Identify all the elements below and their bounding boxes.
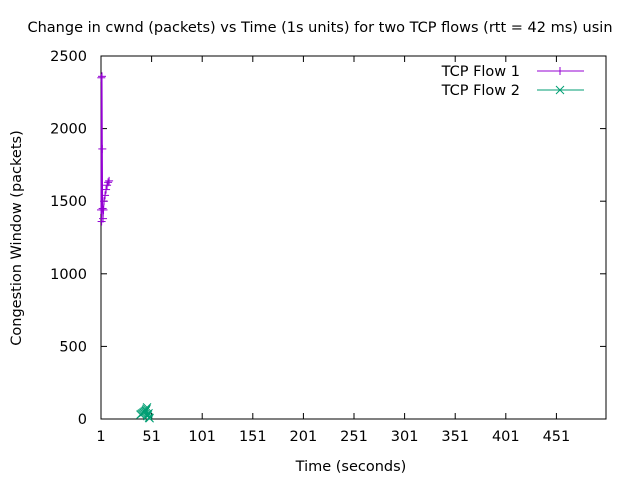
legend-marker-2 (555, 85, 565, 95)
series-2-point (142, 403, 152, 412)
series-1-point (98, 72, 107, 81)
x-tick-label: 351 (441, 429, 469, 445)
x-tick-label: 101 (188, 429, 216, 445)
x-tick-label: 1 (96, 429, 105, 445)
y-tick-label: 500 (59, 339, 87, 355)
x-tick-label: 201 (290, 429, 318, 445)
legend: TCP Flow 1 TCP Flow 2 (441, 64, 584, 99)
x-axis-label: Time (seconds) (295, 459, 407, 475)
series-1-point (105, 176, 114, 185)
x-tick-label: 301 (391, 429, 419, 445)
series-1-point (99, 214, 108, 223)
y-tick-label: 0 (78, 412, 87, 428)
series-1-point (99, 205, 108, 214)
x-tick-label: 51 (142, 429, 160, 445)
x-tick-label: 151 (239, 429, 267, 445)
y-tick-label: 1500 (50, 194, 87, 210)
x-tick-label: 401 (492, 429, 520, 445)
legend-label-2: TCP Flow 2 (441, 83, 520, 99)
y-tick-label: 2500 (50, 49, 87, 65)
series-1-point (101, 191, 110, 200)
y-axis-label: Congestion Window (packets) (9, 130, 25, 345)
series-2-point (142, 404, 151, 414)
x-tick-label: 251 (340, 429, 368, 445)
series-1-point (100, 197, 109, 206)
x-tick-label: 451 (543, 429, 571, 445)
series-2-point (145, 413, 154, 423)
series-1-point (104, 178, 113, 187)
x-axis: 1 51 101 151 201 251 301 351 401 451 (96, 56, 570, 445)
series-1-point (97, 73, 106, 82)
y-tick-label: 1000 (50, 267, 87, 283)
series-1-point (98, 144, 107, 153)
legend-label-1: TCP Flow 1 (441, 64, 520, 80)
y-axis: 0 500 1000 1500 2000 2500 (50, 49, 606, 428)
chart-title: Change in cwnd (packets) vs Time (1s uni… (27, 20, 612, 36)
series-layer (97, 72, 154, 423)
series-1-point (98, 204, 107, 213)
legend-marker-1 (556, 67, 564, 75)
plot-frame (100, 55, 607, 420)
y-tick-label: 2000 (50, 122, 87, 138)
series-1-point (102, 185, 111, 194)
